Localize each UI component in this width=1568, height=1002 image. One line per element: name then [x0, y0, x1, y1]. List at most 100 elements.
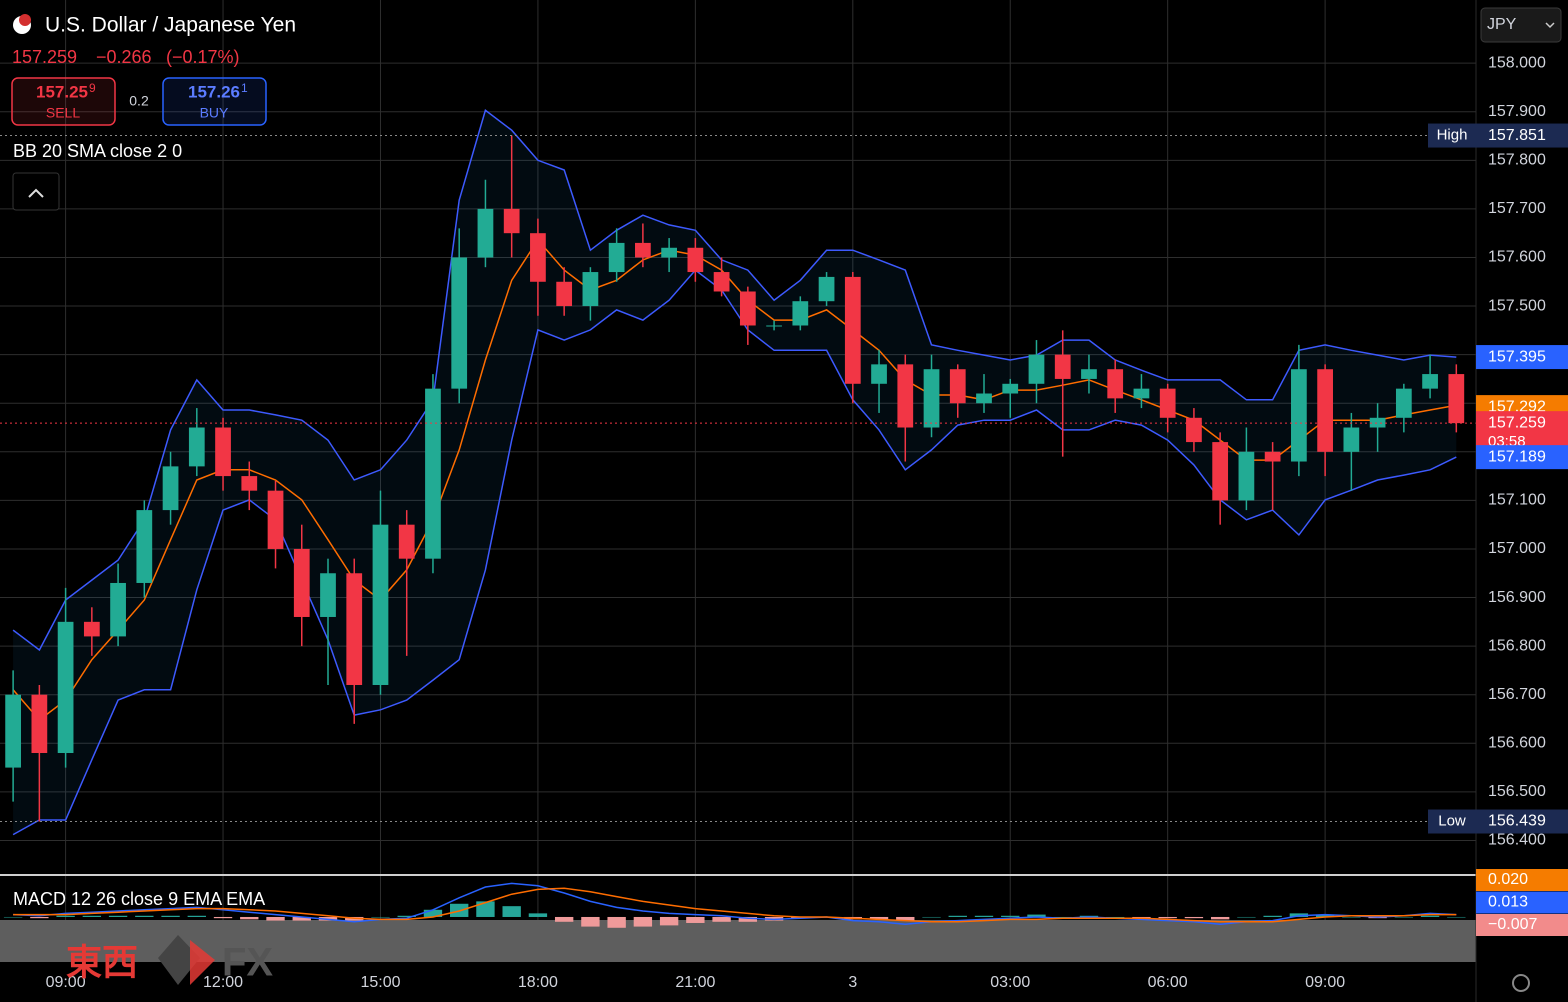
flag-icon-dot	[19, 14, 31, 26]
histogram-bar	[1394, 916, 1414, 918]
y-tick-label: 156.400	[1488, 832, 1546, 849]
candle-body	[5, 694, 21, 768]
y-tick-label: 157.000	[1488, 540, 1546, 557]
y-tick-label: 157.100	[1488, 492, 1546, 509]
collapse-icon[interactable]	[28, 188, 44, 198]
price-badge-bg	[1476, 445, 1568, 470]
candle-body	[818, 276, 835, 302]
y-tick-label: 156.600	[1488, 735, 1546, 752]
dropdown-chevron[interactable]	[1545, 22, 1555, 29]
candle-body	[1317, 369, 1333, 452]
candle-body	[188, 427, 205, 467]
candle-body	[320, 573, 336, 617]
candle-body	[1002, 383, 1019, 394]
histogram-bar	[423, 909, 443, 917]
histogram-bar	[1342, 916, 1361, 918]
candle-body	[1264, 451, 1281, 462]
candle-body	[503, 208, 520, 234]
candle-body	[949, 369, 966, 404]
x-tick-label: 09:00	[1305, 974, 1345, 991]
histogram-bar	[869, 916, 889, 920]
macd-badge-bg	[1476, 914, 1568, 936]
y-tick-label: 156.700	[1488, 686, 1546, 703]
histogram-bar	[581, 916, 600, 927]
macd-badge: 0.013	[1488, 894, 1528, 911]
indicator-line	[12, 109, 1457, 652]
currency-label[interactable]: JPY	[1487, 16, 1517, 33]
buy-pip[interactable]: 1	[241, 81, 248, 95]
histogram-bar	[922, 916, 941, 918]
histogram-bar	[1001, 915, 1020, 917]
candle-body	[215, 427, 231, 477]
low-badge: 156.439	[1488, 813, 1546, 830]
macd-line	[13, 882, 1457, 925]
sell-price[interactable]: 157.25	[36, 82, 88, 101]
candle-body	[1343, 427, 1360, 452]
buy-button[interactable]	[162, 77, 267, 126]
low-badge-bg	[1476, 809, 1568, 834]
candle-body	[110, 582, 126, 637]
histogram-bar	[1053, 916, 1072, 918]
histogram-bar	[56, 915, 75, 917]
candle-body	[83, 621, 100, 637]
histogram-bar	[213, 916, 233, 919]
y-tick-label: 157.700	[1488, 200, 1546, 217]
histogram-bar	[607, 916, 626, 928]
watermark-band	[0, 920, 1476, 962]
y-tick-label: 156.800	[1488, 637, 1546, 654]
candle-body	[1291, 369, 1307, 462]
collapse-button[interactable]	[12, 172, 60, 211]
macd-line	[13, 887, 1457, 923]
histogram-bar	[1158, 916, 1177, 919]
candle-body	[923, 369, 940, 428]
histogram-bar	[1184, 916, 1204, 919]
candle-body	[293, 548, 310, 617]
currency-dropdown[interactable]	[1480, 7, 1562, 43]
candle-body	[1422, 374, 1438, 389]
histogram-bar	[1447, 916, 1466, 918]
histogram-bar	[476, 901, 495, 917]
histogram-bar	[1420, 915, 1440, 917]
candle-body	[451, 257, 468, 389]
histogram-bar	[82, 915, 102, 917]
histogram-bar	[187, 915, 206, 917]
sell-pip[interactable]: 9	[89, 81, 96, 95]
candle-body	[1028, 354, 1045, 384]
y-tick-label: 157.800	[1488, 152, 1546, 169]
histogram-bar	[1106, 916, 1125, 918]
watermark-cn: 東西	[66, 942, 138, 983]
low-tag: Low	[1438, 812, 1466, 829]
price-badge: 157.292	[1488, 398, 1546, 415]
candle-body	[897, 364, 914, 428]
macd-label: MACD 12 26 close 9 EMA EMA	[13, 889, 265, 909]
histogram-bar	[659, 916, 679, 926]
candle-body	[1369, 417, 1386, 428]
histogram-bar	[686, 916, 705, 923]
histogram-bar	[371, 916, 390, 918]
indicator-label: BB 20 SMA close 2 0	[13, 141, 182, 161]
buy-label[interactable]: BUY	[200, 105, 229, 121]
indicator-line	[12, 238, 1457, 722]
histogram-bar	[30, 916, 49, 919]
candle-body	[1395, 388, 1412, 418]
watermark-fx: FX	[222, 941, 273, 985]
candle-body	[635, 242, 651, 258]
buy-price[interactable]: 157.26	[188, 82, 240, 101]
x-tick-label: 12:00	[203, 974, 243, 991]
candle-body	[530, 233, 546, 282]
x-tick-label: 15:00	[360, 974, 400, 991]
settings-icon[interactable]	[1512, 974, 1530, 992]
histogram-bar	[712, 916, 731, 922]
histogram-bar	[896, 916, 915, 921]
macd-badge: −0.007	[1488, 916, 1537, 933]
sell-label[interactable]: SELL	[46, 105, 80, 121]
candle-body	[713, 272, 730, 292]
histogram-bar	[292, 916, 311, 921]
x-tick-label: 21:00	[675, 974, 715, 991]
x-tick-label: 06:00	[1148, 974, 1188, 991]
candle-body	[871, 364, 887, 384]
candle-body	[162, 466, 179, 511]
sell-button[interactable]	[11, 77, 116, 126]
